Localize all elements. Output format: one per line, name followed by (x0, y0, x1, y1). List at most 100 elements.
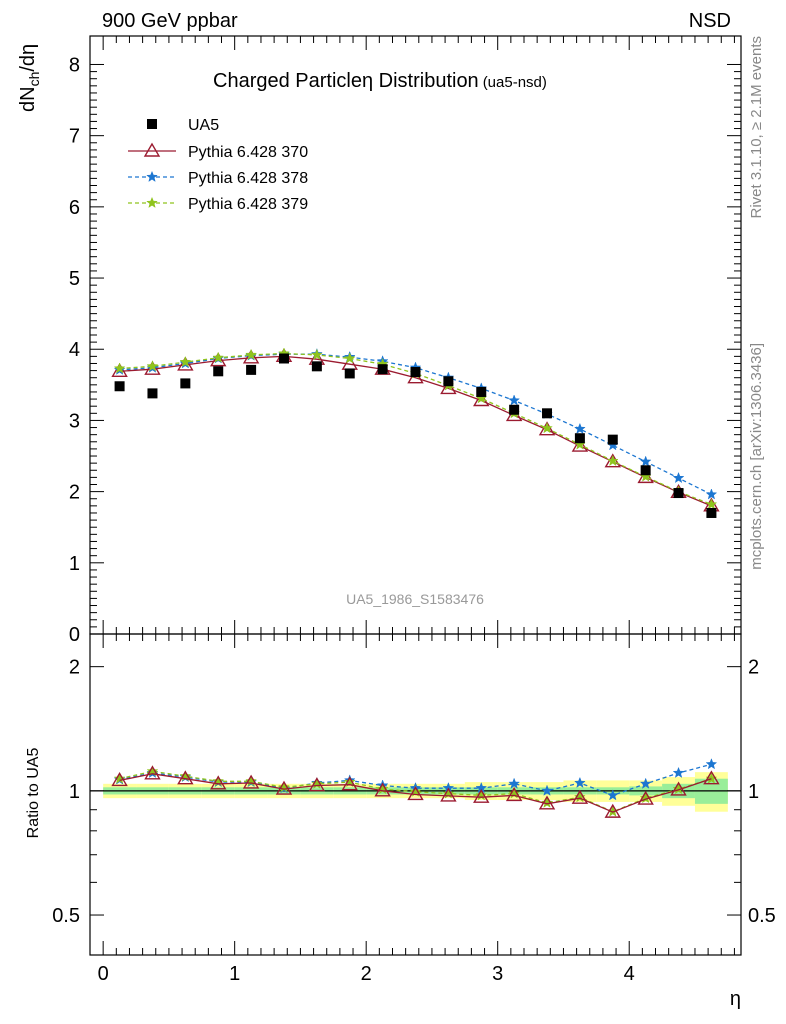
marker-triangle-13 (538, 795, 556, 810)
marker-triangle-2 (177, 770, 194, 785)
y-tick-label: 1 (69, 553, 80, 575)
ratio-y-tick-label-right: 0.5 (748, 905, 776, 927)
y-axis-label-ratio: Ratio to UA5 (25, 748, 42, 839)
marker-square-12 (509, 404, 520, 415)
marker-star-6 (310, 348, 323, 360)
marker-star-13 (541, 784, 553, 796)
x-tick-label: 3 (492, 963, 503, 985)
legend-item: UA5 (147, 117, 219, 134)
x-tick-label: 0 (98, 963, 109, 985)
x-tick-label: 2 (361, 963, 372, 985)
marker-star-12 (508, 394, 521, 406)
series-line (119, 355, 712, 507)
marker-star-0 (113, 362, 126, 374)
marker-star-13 (541, 796, 553, 808)
marker-star-4 (245, 348, 257, 360)
marker-square-1 (147, 388, 158, 399)
x-axis-label: η (730, 988, 741, 1010)
marker-square-18 (706, 507, 717, 518)
marker-star-1 (146, 360, 159, 372)
marker-square-10 (443, 376, 454, 387)
marker-star-17 (672, 766, 685, 778)
legend-label: Pythia 6.428 370 (188, 144, 308, 161)
marker-star-7 (343, 352, 356, 364)
legend-label: Pythia 6.428 379 (188, 196, 308, 213)
main-panel: 0 1 2 3 4 5 6 7 8 (69, 35, 742, 646)
marker-star-17 (672, 782, 685, 795)
marker-triangle-18 (703, 770, 720, 785)
marker-triangle-0 (111, 772, 128, 787)
marker-star-2 (179, 355, 192, 368)
legend-label: UA5 (188, 117, 219, 134)
marker-star-0 (113, 772, 126, 784)
y-tick-label: 3 (69, 410, 80, 432)
marker-triangle-4 (242, 349, 260, 364)
marker-triangle-1 (144, 765, 161, 780)
marker-triangle-5 (275, 780, 293, 795)
ratio-series-line (119, 773, 712, 813)
legend-item: Pythia 6.428 370 (128, 142, 308, 161)
marker-square-7 (344, 368, 355, 379)
marker-square-2 (180, 378, 191, 389)
marker-triangle-14 (571, 437, 589, 452)
marker-square-9 (410, 367, 421, 378)
marker-star-18 (705, 498, 718, 510)
marker-square-legend (147, 119, 157, 129)
marker-star-14 (574, 422, 586, 434)
ratio-frame (89, 633, 742, 956)
marker-triangle-2 (177, 356, 194, 371)
marker-square-15 (607, 434, 618, 445)
marker-star-15 (606, 454, 619, 467)
marker-star-18 (705, 758, 718, 770)
x-tick-label: 4 (624, 963, 635, 985)
ratio-y-tick-label-left: 2 (69, 657, 80, 679)
marker-triangle-12 (505, 786, 523, 802)
marker-star-legend (146, 170, 158, 182)
legend-item: Pythia 6.428 379 (128, 196, 308, 213)
legend-label: Pythia 6.428 378 (188, 170, 308, 187)
marker-triangle-3 (210, 775, 227, 790)
marker-square-5 (278, 353, 289, 364)
ratio-y-tick-label-right: 2 (748, 657, 759, 679)
y-tick-label: 5 (69, 268, 80, 290)
marker-star-13 (541, 422, 553, 434)
y-axis-label-main: dNch/dη (17, 44, 42, 112)
y-tick-label: 8 (69, 54, 80, 76)
marker-triangle-17 (670, 781, 687, 796)
marker-star-14 (574, 776, 586, 788)
header-right-label: NSD (689, 10, 731, 32)
y-tick-label: 7 (69, 126, 80, 148)
marker-star-16 (639, 791, 652, 804)
ratio-y-tick-label-left: 0.5 (52, 905, 80, 927)
marker-star-18 (705, 772, 718, 784)
marker-triangle-14 (571, 789, 589, 804)
marker-square-13 (542, 408, 553, 419)
marker-triangle-4 (242, 774, 260, 789)
marker-triangle-8 (374, 782, 391, 797)
marker-triangle-11 (473, 788, 490, 803)
ratio-y-tick-label-right: 1 (748, 781, 759, 803)
marker-star-16 (639, 455, 652, 467)
marker-star-16 (639, 777, 652, 789)
marker-star-17 (672, 471, 685, 484)
marker-star-12 (508, 777, 521, 789)
marker-star-3 (212, 351, 225, 363)
ratio-series-0 (111, 765, 720, 818)
marker-triangle-10 (440, 787, 457, 802)
marker-square-3 (213, 366, 224, 377)
marker-square-8 (377, 364, 388, 375)
legend-item: Pythia 6.428 378 (128, 170, 308, 187)
marker-square-11 (476, 386, 487, 397)
marker-square-0 (114, 381, 125, 392)
marker-square-6 (311, 361, 322, 372)
marker-square-17 (673, 488, 684, 499)
marker-triangle-7 (341, 776, 358, 791)
marker-triangle-6 (308, 777, 326, 792)
marker-triangle-15 (604, 803, 621, 818)
legend: UA5 Pythia 6.428 370 Pythia 6.428 378 Pythi… (128, 117, 308, 213)
header-left-label: 900 GeV ppbar (102, 10, 238, 32)
marker-star-15 (606, 789, 619, 801)
x-tick-label: 1 (229, 963, 240, 985)
marker-triangle-legend (143, 142, 161, 157)
